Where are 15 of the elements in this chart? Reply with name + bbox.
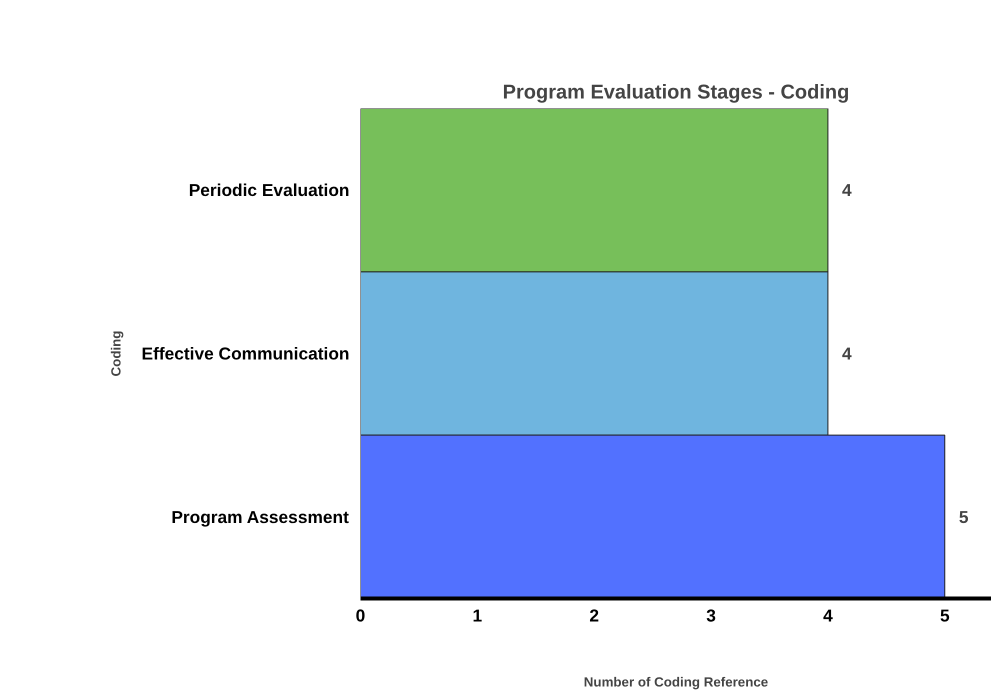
x-tick-label: 4	[823, 606, 834, 626]
data-label: 4	[842, 344, 852, 364]
chart-title: Program Evaluation Stages - Coding	[502, 82, 850, 104]
x-tick-label: 3	[706, 606, 716, 626]
y-axis-title: Coding	[108, 330, 124, 376]
y-tick-label: Periodic Evaluation	[188, 180, 350, 200]
x-axis-title: Number of Coding Reference	[584, 674, 768, 690]
y-tick-label: Program Assessment	[171, 506, 350, 527]
x-tick-label: 1	[472, 606, 483, 626]
data-label: 4	[842, 180, 852, 200]
data-label: 5	[958, 506, 969, 527]
x-tick-label: 0	[356, 606, 366, 626]
x-tick-label: 5	[940, 606, 950, 626]
x-tick-label: 2	[589, 606, 600, 626]
y-tick-label: Effective Communication	[142, 344, 350, 364]
